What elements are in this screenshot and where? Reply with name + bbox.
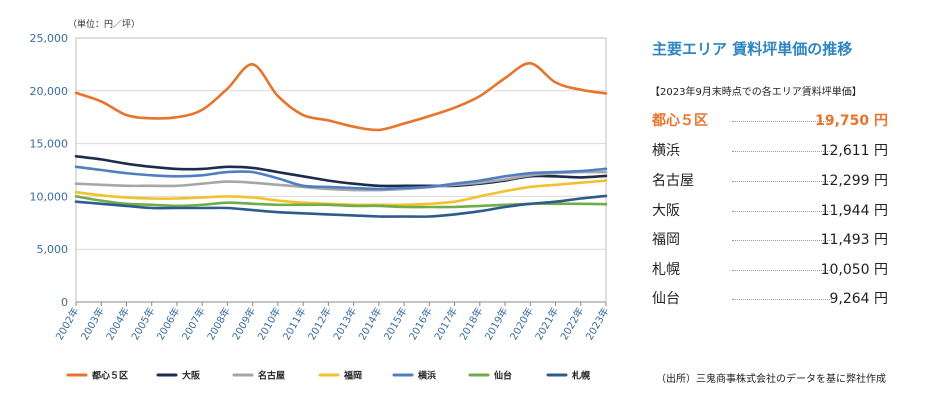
ranking-row-sendai: 仙台 9,264 円	[652, 288, 888, 310]
series-lines	[74, 62, 608, 218]
legend-label: 福岡	[343, 370, 362, 382]
y-tick-label: 10,000	[30, 190, 69, 203]
series-line	[74, 194, 608, 218]
ranking-value: 12,299 円	[820, 173, 888, 189]
x-tick-label: 2009年	[229, 305, 258, 342]
ranking-leader-dots	[732, 151, 832, 152]
y-tick-label: 20,000	[30, 85, 69, 98]
unit-label: （単位：円／坪）	[68, 18, 140, 30]
legend-label: 都心５区	[91, 370, 128, 382]
x-tick-label: 2022年	[557, 305, 586, 342]
ranking-row-tokyo5: 都心５区 19,750 円	[652, 110, 888, 132]
ranking-area: 福岡	[652, 232, 680, 248]
ranking-leader-dots	[732, 270, 832, 271]
side-panel-title: 主要エリア 賃料坪単価の推移	[652, 40, 853, 58]
x-tick-label: 2010年	[255, 305, 284, 342]
ranking-row-nagoya: 名古屋 12,299 円	[652, 170, 888, 192]
x-tick-label: 2005年	[128, 305, 157, 342]
x-tick-label: 2008年	[204, 305, 233, 342]
ranking-area: 大阪	[652, 203, 680, 219]
ranking-value: 9,264 円	[829, 291, 888, 307]
ranking-area: 都心５区	[652, 113, 708, 129]
x-tick-label: 2013年	[330, 305, 359, 342]
ranking-area: 仙台	[652, 291, 680, 307]
grid-lines	[75, 37, 607, 303]
x-tick-label: 2006年	[154, 305, 183, 342]
x-tick-label: 2020年	[507, 305, 536, 342]
y-tick-label: 15,000	[30, 138, 69, 151]
ranking-row-sapporo: 札幌 10,050 円	[652, 259, 888, 281]
legend-label: 大阪	[182, 370, 201, 382]
x-tick-label: 2017年	[431, 305, 460, 342]
x-tick-label: 2007年	[179, 305, 208, 342]
ranking-value: 11,493 円	[820, 232, 888, 248]
ranking-leader-dots	[732, 181, 832, 182]
x-tick-label: 2021年	[532, 305, 561, 342]
ranking-leader-dots	[732, 211, 832, 212]
x-tick-label: 2016年	[406, 305, 435, 342]
series-line	[74, 165, 608, 191]
x-tick-label: 2023年	[583, 305, 612, 342]
legend: 都心５区 大阪 名古屋 福岡 横浜 仙台 札幌	[66, 370, 590, 382]
x-tick-label: 2015年	[381, 305, 410, 342]
ranking-row-yokohama: 横浜 12,611 円	[652, 140, 888, 162]
x-axis: 2002年2003年2004年2005年2006年2007年2008年2009年…	[53, 302, 612, 342]
legend-label: 名古屋	[258, 370, 285, 382]
ranking-value: 11,944 円	[820, 203, 888, 219]
series-line	[74, 62, 608, 132]
ranking-value: 10,050 円	[820, 262, 888, 278]
ranking-area: 横浜	[652, 143, 680, 159]
series-line	[74, 179, 608, 207]
x-tick-label: 2004年	[103, 305, 132, 342]
ranking-value: 19,750 円	[815, 113, 888, 129]
source-note: （出所）三鬼商事株式会社のデータを基に弊社作成	[656, 374, 886, 385]
legend-label: 横浜	[418, 370, 436, 382]
ranking-row-fukuoka: 福岡 11,493 円	[652, 229, 888, 251]
legend-label: 仙台	[494, 370, 512, 382]
ranking-area: 札幌	[652, 262, 680, 278]
legend-label: 札幌	[571, 370, 590, 382]
x-tick-label: 2018年	[456, 305, 485, 342]
y-tick-label: 0	[61, 296, 68, 309]
y-axis: 0 5,000 10,000 15,000 20,000 25,000	[30, 32, 69, 309]
x-tick-label: 2011年	[280, 305, 309, 342]
series-line	[74, 155, 608, 188]
ranking-area: 名古屋	[652, 173, 694, 189]
ranking-leader-dots	[732, 240, 832, 241]
side-panel-subtitle: 【2023年9月末時点での各エリア賃料坪単価】	[650, 87, 862, 98]
x-tick-label: 2003年	[78, 305, 107, 342]
ranking-leader-dots	[732, 121, 832, 122]
x-tick-label: 2019年	[482, 305, 511, 342]
ranking-row-osaka: 大阪 11,944 円	[652, 200, 888, 222]
x-tick-label: 2012年	[305, 305, 334, 342]
y-tick-label: 25,000	[30, 32, 69, 45]
series-line	[74, 170, 608, 192]
ranking-value: 12,611 円	[820, 143, 888, 159]
y-tick-label: 5,000	[37, 243, 69, 256]
x-tick-label: 2014年	[355, 305, 384, 342]
ranking-leader-dots	[732, 299, 832, 300]
x-tick-label: 2002年	[53, 305, 82, 342]
